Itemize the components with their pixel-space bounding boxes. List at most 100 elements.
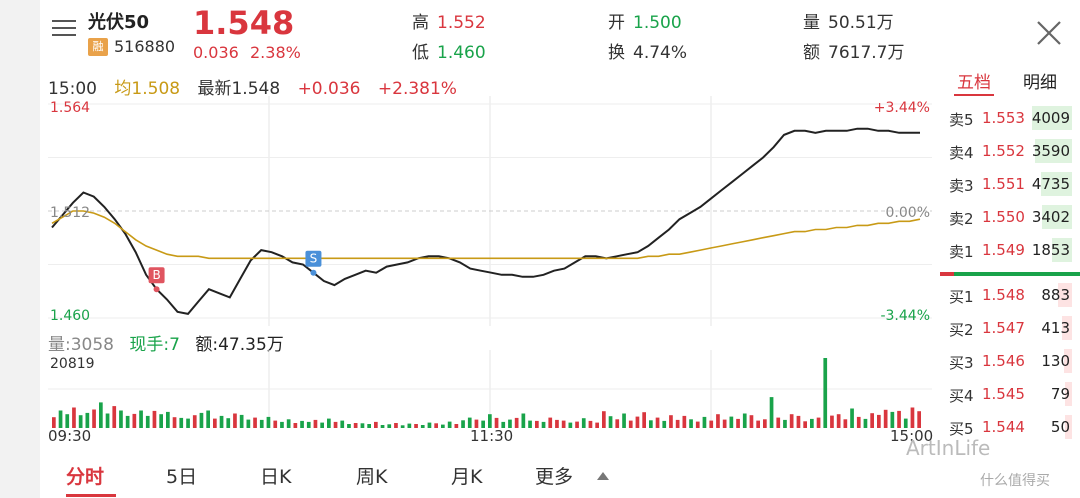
volume-bar xyxy=(736,418,740,428)
menu-icon[interactable] xyxy=(52,20,76,40)
volume-bar xyxy=(514,417,519,428)
volume-bar xyxy=(749,415,754,428)
stat-high: 高 1.552 xyxy=(412,8,486,33)
ask-level-label: 卖2 xyxy=(949,210,974,228)
bid-row[interactable]: 买5 1.544 50 xyxy=(940,413,1080,441)
bid-price: 1.545 xyxy=(982,385,1025,403)
volume-bar xyxy=(186,418,190,428)
tab-intraday[interactable]: 分时 xyxy=(66,466,105,488)
volume-bar xyxy=(300,420,304,428)
ob-tab-underline xyxy=(954,94,994,96)
ask-row[interactable]: 卖5 1.553 4009 xyxy=(940,104,1080,132)
ask-row[interactable]: 卖1 1.549 1853 xyxy=(940,236,1080,264)
now-hand-label: 现手:7 xyxy=(129,335,180,355)
volume-bar xyxy=(555,419,559,428)
volume-bar xyxy=(890,411,895,428)
volume-bar xyxy=(662,420,667,428)
volume-bar xyxy=(119,410,123,428)
latest-label: 最新 xyxy=(197,79,232,99)
volume-bar xyxy=(682,415,687,428)
volume-bar xyxy=(125,415,130,428)
volume-bar xyxy=(414,424,418,428)
order-book-panel: 五档 明细 卖5 1.553 4009 卖4 1.552 3590 卖3 1.551 4735 卖… xyxy=(940,62,1080,442)
volume-bar xyxy=(441,424,445,428)
ask-level-label: 卖5 xyxy=(949,111,974,129)
ask-qty: 3590 xyxy=(1031,142,1070,160)
volume-bar xyxy=(340,420,345,428)
volume-bar xyxy=(226,418,231,428)
tab-five-levels[interactable]: 五档 xyxy=(957,73,991,93)
tab-monthly-k[interactable]: 月K xyxy=(451,466,483,488)
volume-bar xyxy=(78,415,83,428)
volume-bar xyxy=(253,417,257,428)
stat-turnover-label: 换 xyxy=(608,43,625,63)
bid-row[interactable]: 买2 1.547 413 xyxy=(940,314,1080,342)
volume-bar xyxy=(380,425,385,428)
stat-low: 低 1.460 xyxy=(412,38,486,63)
ask-level-label: 卖3 xyxy=(949,177,974,195)
order-book-tabs: 五档 明细 xyxy=(940,62,1080,98)
ask-row[interactable]: 卖4 1.552 3590 xyxy=(940,137,1080,165)
volume-bar xyxy=(816,417,821,428)
volume-bar xyxy=(561,420,566,428)
volume-bar xyxy=(374,421,378,428)
volume-bar xyxy=(903,418,908,428)
bid-qty: 130 xyxy=(1041,352,1070,370)
left-panel-edge xyxy=(0,0,40,498)
volume-bar xyxy=(575,421,579,428)
ask-price: 1.551 xyxy=(982,175,1025,193)
ask-price: 1.550 xyxy=(982,208,1025,226)
bid-price: 1.544 xyxy=(982,418,1025,436)
caret-up-icon[interactable] xyxy=(596,471,610,481)
bid-qty: 413 xyxy=(1041,319,1070,337)
y-axis-price-label-0: 1.564 xyxy=(50,100,90,116)
bid-row[interactable]: 买1 1.548 883 xyxy=(940,281,1080,309)
volume-bar xyxy=(649,420,653,428)
volume-bar xyxy=(407,423,412,428)
price-change-pct: 2.38% xyxy=(250,43,301,62)
y-axis-pct-label-1: 0.00% xyxy=(886,205,930,221)
volume-bar xyxy=(434,423,438,428)
avg-price-label: 均1.508 xyxy=(114,79,180,99)
volume-bar xyxy=(387,424,392,428)
tab-weekly-k[interactable]: 周K xyxy=(356,466,388,488)
volume-bar xyxy=(206,410,210,428)
close-icon[interactable] xyxy=(1032,16,1066,50)
bid-ask-ratio-bar xyxy=(940,272,1080,276)
tab-daily-k[interactable]: 日K xyxy=(260,466,292,488)
volume-bar xyxy=(729,416,734,428)
bid-level-label: 买2 xyxy=(949,321,974,339)
bid-row[interactable]: 买3 1.546 130 xyxy=(940,347,1080,375)
volume-bar xyxy=(333,421,338,428)
volume-bar xyxy=(192,415,197,428)
tab-5day[interactable]: 5日 xyxy=(166,466,198,488)
ask-price: 1.552 xyxy=(982,142,1025,160)
volume-bar xyxy=(139,410,143,428)
volume-bar xyxy=(488,414,492,428)
bid-row[interactable]: 买4 1.545 79 xyxy=(940,380,1080,408)
bid-price: 1.548 xyxy=(982,286,1025,304)
volume-bar xyxy=(789,414,794,428)
watermark-text: ArtInLife xyxy=(906,436,991,460)
current-price: 1.548 xyxy=(193,4,295,42)
ask-row[interactable]: 卖3 1.551 4735 xyxy=(940,170,1080,198)
volume-bar xyxy=(689,419,693,428)
tab-more[interactable]: 更多 xyxy=(535,466,574,488)
volume-bar xyxy=(286,419,291,428)
volume-bar xyxy=(306,421,311,428)
bid-qty: 50 xyxy=(1050,418,1070,436)
volume-chart[interactable]: 20819 xyxy=(48,350,932,428)
bid-price: 1.547 xyxy=(982,319,1025,337)
ask-row[interactable]: 卖2 1.550 3402 xyxy=(940,203,1080,231)
volume-bar xyxy=(796,415,801,428)
latest-price-label: 最新1.548 xyxy=(197,79,280,99)
bid-qty-bar xyxy=(1064,349,1072,373)
volume-bar xyxy=(628,420,633,428)
bid-qty-bar xyxy=(1065,415,1072,439)
volume-bar xyxy=(541,421,546,428)
bid-qty-bar xyxy=(1064,382,1072,406)
volume-bar xyxy=(709,420,714,428)
volume-bar xyxy=(420,425,425,428)
tab-trade-details[interactable]: 明细 xyxy=(1023,73,1057,93)
intraday-price-chart[interactable]: 1.564 1.512 1.460 +3.44% 0.00% -3.44% B S xyxy=(48,96,932,326)
